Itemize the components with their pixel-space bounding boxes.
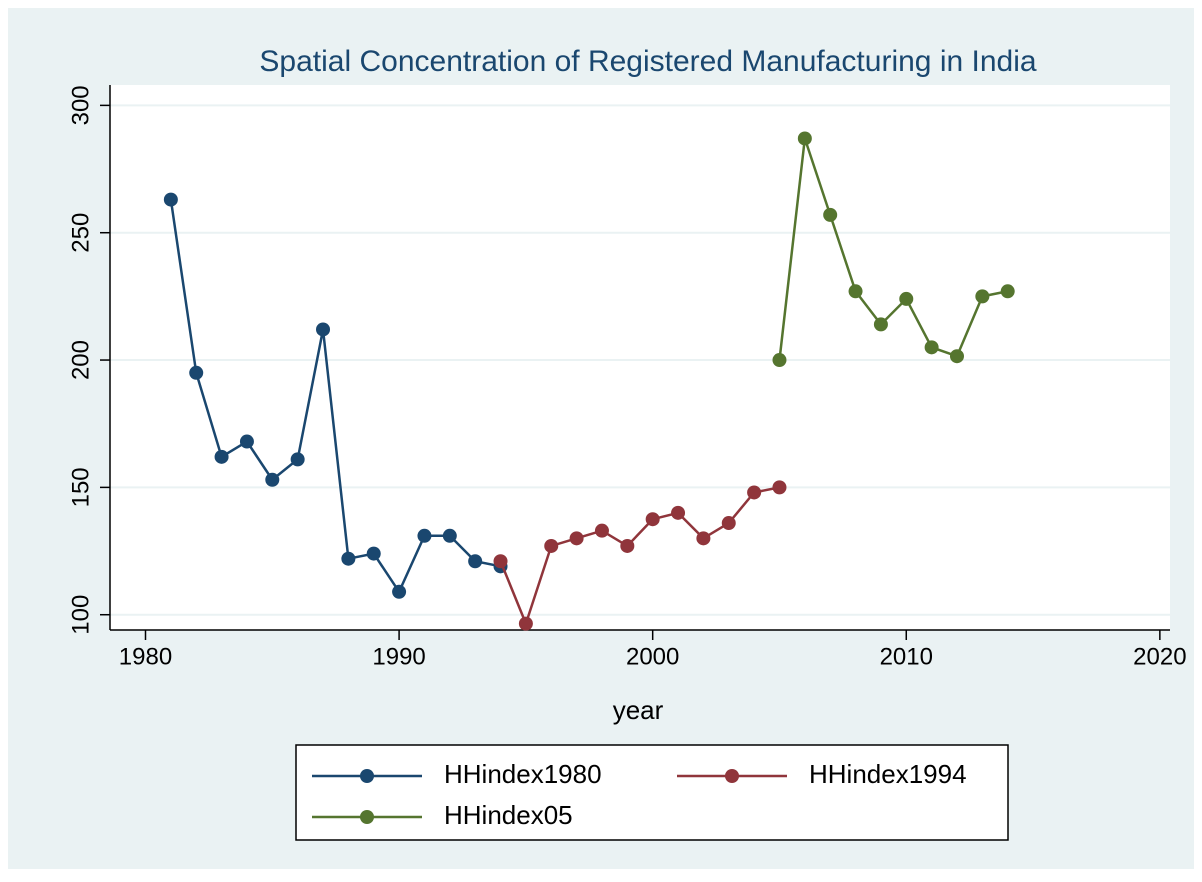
point	[341, 551, 356, 566]
series-line	[778, 138, 1008, 361]
point	[1000, 284, 1015, 299]
point	[620, 538, 635, 553]
legend-label: HHindex1994	[809, 759, 967, 789]
point	[518, 616, 533, 631]
point	[823, 207, 838, 222]
point	[265, 472, 280, 487]
point	[417, 528, 432, 543]
point	[442, 528, 457, 543]
point	[721, 516, 736, 531]
point	[848, 284, 863, 299]
point	[873, 317, 888, 332]
y-tick-label: 300	[67, 85, 94, 125]
legend-marker	[360, 810, 374, 824]
point	[924, 340, 939, 355]
point	[163, 192, 178, 207]
point	[645, 512, 660, 527]
point	[214, 449, 229, 464]
point	[366, 546, 381, 561]
y-tick-label: 100	[67, 595, 94, 635]
point	[975, 289, 990, 304]
point	[594, 523, 609, 538]
point	[899, 291, 914, 306]
x-tick-label: 2020	[1133, 643, 1186, 670]
y-tick-label: 250	[67, 213, 94, 253]
point	[949, 349, 964, 364]
point	[493, 554, 508, 569]
legend-label: HHindex05	[444, 800, 573, 830]
point	[189, 365, 204, 380]
x-tick-label: 1980	[119, 643, 172, 670]
point	[316, 322, 331, 337]
x-tick-label: 2000	[626, 643, 679, 670]
point	[747, 485, 762, 500]
x-axis-label: year	[613, 695, 664, 725]
point	[797, 131, 812, 146]
x-tick-label: 2010	[880, 643, 933, 670]
point	[671, 505, 686, 520]
point	[392, 584, 407, 599]
chart-title: Spatial Concentration of Registered Manu…	[259, 45, 1036, 78]
point	[290, 452, 305, 467]
point	[772, 480, 787, 495]
point	[239, 434, 254, 449]
point	[468, 554, 483, 569]
legend	[295, 744, 1009, 841]
legend-marker	[360, 769, 374, 783]
point	[544, 538, 559, 553]
point	[772, 353, 787, 368]
y-tick-label: 150	[67, 467, 94, 507]
legend-label: HHindex1980	[444, 759, 602, 789]
point	[569, 531, 584, 546]
plot-layer: 100 150 200 250 300 1980 1990 2000 2010 2020 HHind…	[67, 85, 1187, 830]
legend-marker	[725, 769, 739, 783]
y-tick-label: 200	[67, 340, 94, 380]
plot-area	[110, 85, 1170, 630]
point	[696, 531, 711, 546]
x-tick-label: 1990	[372, 643, 425, 670]
